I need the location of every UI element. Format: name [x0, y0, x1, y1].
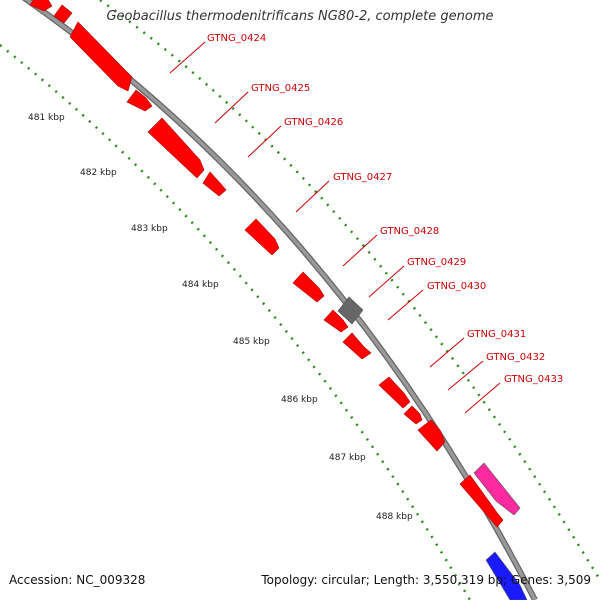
outer-tick-ring [99, 0, 600, 581]
gene-arrow[interactable] [342, 332, 372, 360]
gene-arrow[interactable] [69, 21, 133, 92]
gene-arrow[interactable] [473, 462, 521, 516]
gene-arrow[interactable] [244, 218, 280, 256]
scale-tick-label: 483 kbp [131, 224, 168, 234]
gene-label[interactable]: GTNG_0432 [486, 352, 545, 363]
gene-arrow[interactable] [147, 117, 205, 179]
scale-tick-label: 482 kbp [80, 168, 117, 178]
inner-tick-ring [0, 44, 472, 600]
gene-arrow[interactable] [202, 171, 227, 197]
gene-arrow[interactable] [459, 474, 504, 528]
gene-label[interactable]: GTNG_0424 [207, 33, 266, 44]
gene-arrow[interactable] [53, 4, 73, 24]
scale-tick-label: 484 kbp [182, 280, 219, 290]
gene-arrow[interactable] [29, 0, 53, 12]
gene-arrow[interactable] [337, 296, 364, 325]
gene-label[interactable]: GTNG_0433 [504, 374, 563, 385]
scale-tick-label: 488 kbp [376, 512, 413, 522]
gene-arrow[interactable] [485, 551, 528, 600]
scale-tick-label: 485 kbp [233, 337, 270, 347]
gene-arrow[interactable] [417, 419, 446, 452]
gene-arrow[interactable] [323, 309, 349, 333]
scale-tick-label: 481 kbp [28, 113, 65, 123]
gene-track [29, 0, 528, 600]
gene-label[interactable]: GTNG_0431 [467, 329, 526, 340]
gene-arrow[interactable] [403, 405, 423, 425]
gene-label[interactable]: GTNG_0430 [427, 281, 486, 292]
gene-label[interactable]: GTNG_0425 [251, 83, 310, 94]
scale-tick-label: 487 kbp [329, 453, 366, 463]
map-title: Geobacillus thermodenitrificans NG80-2, … [106, 9, 494, 24]
gene-arrow[interactable] [378, 376, 411, 409]
gene-arrow[interactable] [292, 271, 325, 303]
accession-text: Accession: NC_009328 [9, 573, 146, 587]
gene-label[interactable]: GTNG_0429 [407, 257, 466, 268]
label-connectors [169, 41, 501, 414]
genome-summary-text: Topology: circular; Length: 3,550,319 bp… [261, 573, 591, 587]
scale-tick-label: 486 kbp [281, 395, 318, 405]
gene-arrow[interactable] [126, 89, 153, 112]
gene-label[interactable]: GTNG_0426 [284, 117, 343, 128]
gene-label[interactable]: GTNG_0427 [333, 172, 392, 183]
scale-labels: 481 kbp 482 kbp 483 kbp 484 kbp 485 kbp … [28, 113, 413, 522]
gene-labels: GTNG_0424 GTNG_0425 GTNG_0426 GTNG_0427 … [207, 33, 563, 385]
gene-label[interactable]: GTNG_0428 [380, 226, 439, 237]
